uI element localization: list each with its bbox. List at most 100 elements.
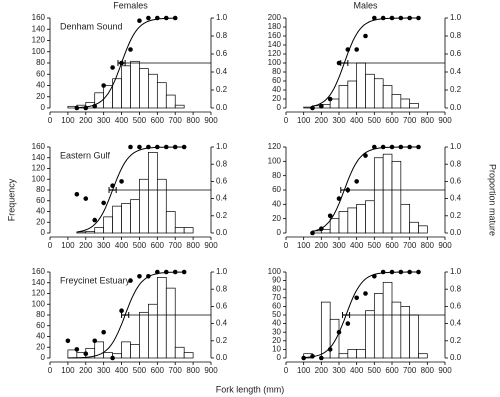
- y2-tick-label: 0.2: [450, 336, 462, 345]
- bar: [174, 227, 185, 234]
- y2-tick-label: 1.0: [450, 142, 462, 151]
- y2-tick-label: 0.0: [216, 103, 228, 112]
- bar: [156, 82, 167, 109]
- bar: [329, 218, 340, 234]
- point: [354, 295, 359, 301]
- point: [372, 144, 377, 150]
- bar: [94, 341, 105, 359]
- bar: [391, 94, 402, 109]
- point: [310, 353, 315, 359]
- bar: [373, 157, 384, 234]
- point: [101, 329, 106, 335]
- point: [181, 269, 187, 275]
- point: [407, 15, 412, 21]
- x-tick-label: 100: [61, 116, 75, 125]
- y-tick-label: 180: [268, 22, 282, 31]
- point: [416, 269, 421, 275]
- point: [380, 269, 386, 275]
- x-tick-label: 200: [79, 116, 93, 125]
- point: [327, 347, 333, 352]
- y-tick-label: 160: [32, 13, 46, 22]
- x-tick-label: 600: [151, 116, 165, 125]
- bar: [165, 287, 176, 359]
- point: [345, 187, 351, 193]
- point: [83, 196, 89, 201]
- point: [110, 183, 115, 188]
- bar: [418, 225, 428, 234]
- x-tick-label: 700: [169, 241, 183, 250]
- x-tick-label: 600: [151, 241, 165, 250]
- y2-tick-label: 0.4: [450, 319, 462, 328]
- bar: [121, 341, 131, 359]
- x-tick-label: 400: [115, 241, 129, 250]
- y2-tick-label: 0.4: [450, 67, 462, 76]
- bar: [356, 349, 366, 359]
- x-tick-label: 100: [297, 116, 311, 125]
- y2-tick-label: 1.0: [216, 267, 228, 276]
- y2-tick-label: 1.0: [216, 142, 228, 151]
- point: [372, 15, 377, 21]
- bar: [183, 227, 194, 234]
- y-tick-label: 20: [272, 94, 281, 103]
- point: [319, 355, 324, 361]
- x-tick-label: 300: [332, 366, 346, 375]
- y-tick-label: 100: [268, 58, 282, 67]
- panel-title: Males: [353, 0, 378, 10]
- x-tick-label: 200: [79, 241, 93, 250]
- x-tick-label: 0: [284, 366, 289, 375]
- y2-tick-label: 0.2: [216, 211, 228, 220]
- x-tick-label: 0: [284, 116, 289, 125]
- bar: [148, 152, 158, 234]
- y-tick-label: 10: [272, 345, 281, 354]
- x-tick-label: 300: [97, 116, 111, 125]
- y-tick-label: 60: [36, 321, 45, 330]
- x-tick-label: 500: [133, 366, 147, 375]
- x-tick-label: 600: [385, 241, 399, 250]
- bar: [174, 104, 185, 109]
- y2-tick-label: 0.4: [216, 194, 228, 203]
- bar: [139, 311, 149, 359]
- bar: [400, 203, 411, 234]
- x-tick-label: 200: [315, 116, 329, 125]
- bar: [347, 349, 358, 359]
- y-tick-label: 160: [32, 267, 46, 276]
- x-tick-label: 400: [350, 241, 364, 250]
- point: [416, 144, 421, 150]
- point: [389, 144, 395, 150]
- point: [398, 269, 404, 275]
- point: [92, 217, 98, 223]
- y2-tick-label: 0.0: [216, 353, 228, 362]
- bar: [373, 293, 384, 359]
- point: [172, 15, 178, 21]
- point: [146, 15, 151, 21]
- point: [398, 144, 404, 150]
- y-tick-label: 100: [32, 47, 46, 56]
- x-tick-label: 900: [438, 241, 452, 250]
- y-tick-label: 160: [32, 142, 46, 151]
- bar: [365, 200, 375, 234]
- x-tick-label: 400: [115, 116, 129, 125]
- bar: [156, 178, 167, 234]
- y2-tick-label: 0.4: [216, 67, 228, 76]
- x-tick-label: 700: [169, 116, 183, 125]
- point: [416, 15, 421, 21]
- y-tick-label: 100: [32, 174, 46, 183]
- x-tick-label: 800: [421, 241, 435, 250]
- point: [345, 47, 351, 52]
- bar: [156, 277, 167, 359]
- y-tick-label: 90: [272, 276, 281, 285]
- bar: [338, 211, 349, 234]
- y2-tick-label: 0.4: [450, 194, 462, 203]
- bar: [365, 310, 375, 359]
- bar: [329, 318, 340, 359]
- y-tick-label: 80: [272, 284, 281, 293]
- y-tick-label: 100: [32, 299, 46, 308]
- y-tick-label: 20: [36, 92, 45, 101]
- point: [119, 308, 124, 314]
- point: [74, 347, 80, 352]
- point: [319, 103, 324, 109]
- y2-tick-label: 1.0: [450, 267, 462, 276]
- point: [119, 179, 124, 184]
- y-tick-label: 40: [272, 85, 281, 94]
- y-tick-label: 100: [268, 156, 282, 165]
